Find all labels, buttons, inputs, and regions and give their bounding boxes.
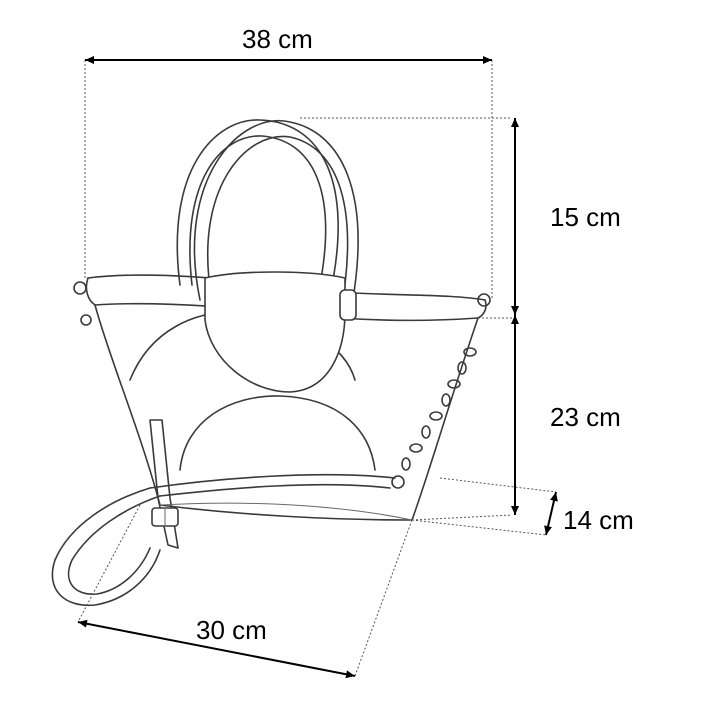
front-flap: [204, 271, 346, 393]
depth-label: 14 cm: [563, 505, 634, 535]
body-height-label: 23 cm: [550, 402, 621, 432]
chain: [391, 347, 477, 489]
dim-line-14cm: [544, 491, 558, 536]
shoulder-strap: [51, 419, 396, 607]
dim-line-30cm: [77, 619, 356, 679]
extension-lines: [77, 60, 557, 677]
handle-height-label: 15 cm: [550, 202, 621, 232]
dimension-lines: [77, 56, 558, 679]
width-bottom-label: 30 cm: [196, 615, 267, 645]
width-top-label: 38 cm: [242, 24, 313, 54]
flap-clasp: [339, 289, 357, 321]
handbag-illustration: [51, 119, 491, 607]
